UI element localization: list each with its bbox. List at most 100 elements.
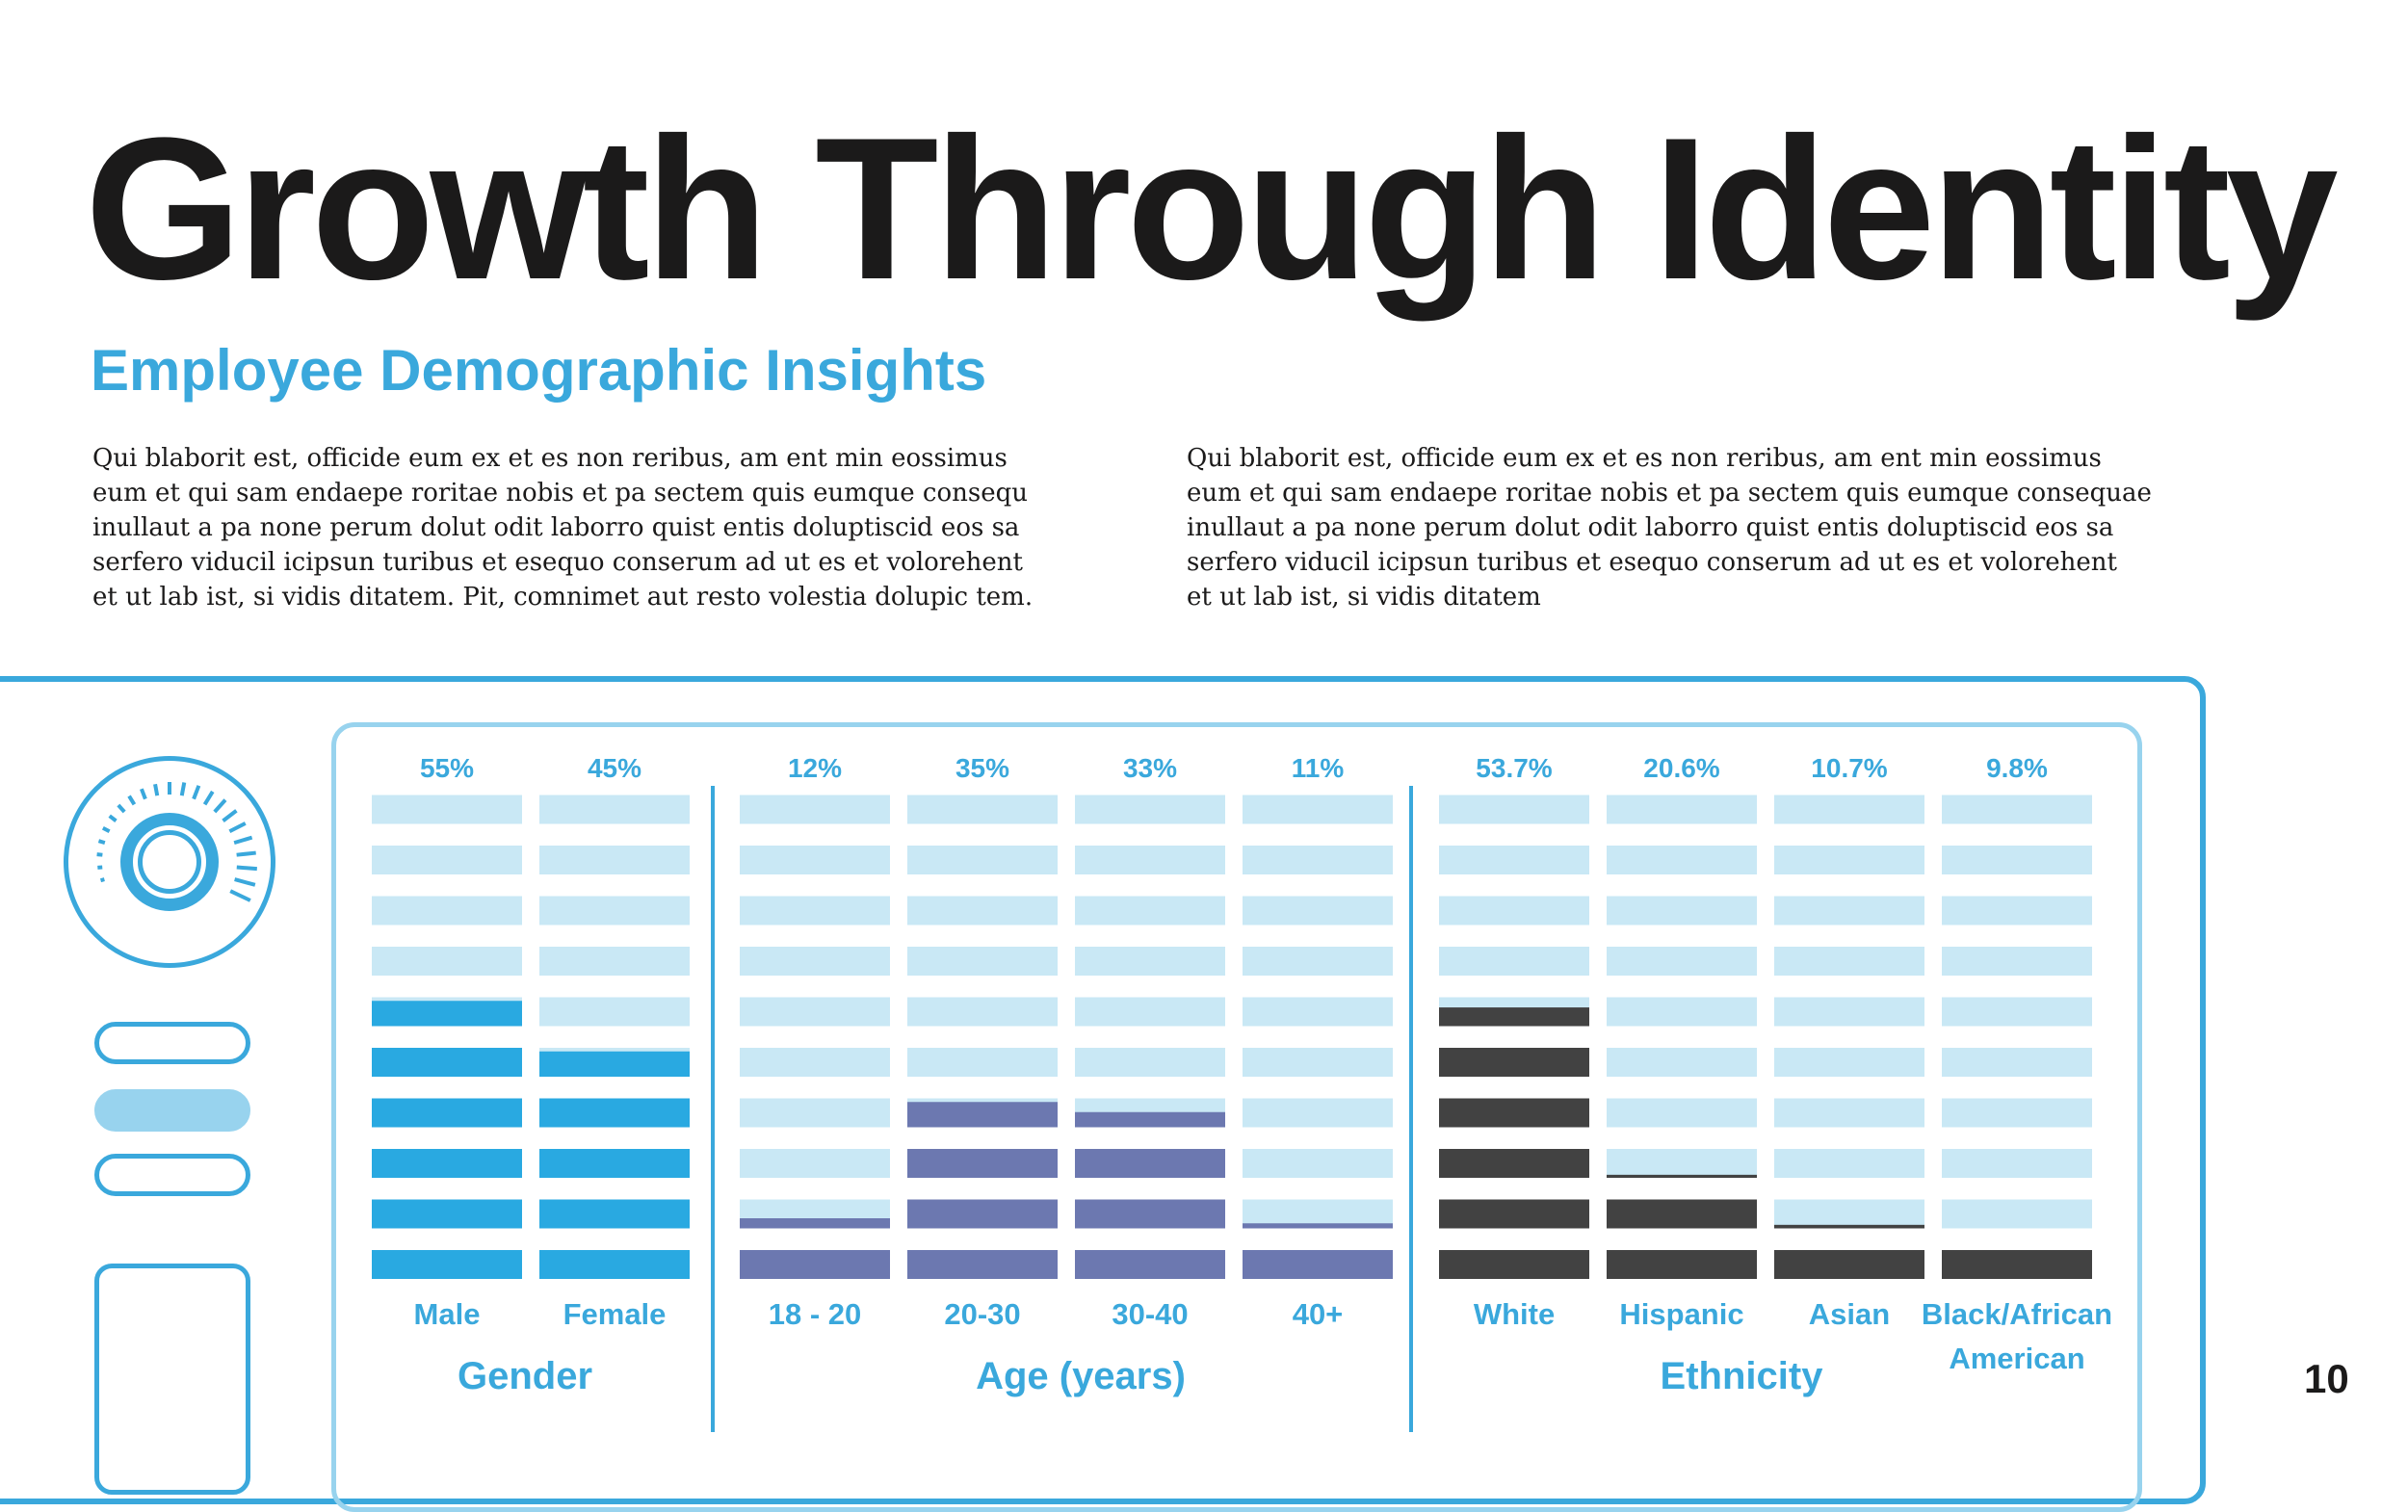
bar-male-fill xyxy=(372,1001,522,1026)
bar-20-30-fill xyxy=(907,1102,1058,1127)
bar-track-segment xyxy=(1774,1099,1924,1128)
bar-track-segment xyxy=(539,846,690,874)
bar-female-fill xyxy=(539,1200,690,1229)
bar-track-segment xyxy=(1243,947,1393,976)
bar-track-segment xyxy=(1243,897,1393,925)
bar-30-40-fill xyxy=(1075,1250,1225,1279)
bar-track-segment xyxy=(1075,947,1225,976)
bar-track-segment xyxy=(1774,795,1924,824)
bar-track-segment xyxy=(1942,846,2092,874)
bar-30-40-fill xyxy=(1075,1149,1225,1178)
bar-white-fill xyxy=(1439,1048,1589,1077)
bar-white-fill xyxy=(1439,1149,1589,1178)
bar-track-segment xyxy=(907,1048,1058,1077)
category-label-18-20: 18 - 20 xyxy=(769,1297,862,1331)
bar-track-segment xyxy=(1075,846,1225,874)
bar-40-fill xyxy=(1243,1223,1393,1228)
bar-20-30-fill xyxy=(907,1250,1058,1279)
bar-male-fill xyxy=(372,1250,522,1279)
bar-track-segment xyxy=(740,947,890,976)
bar-track-segment xyxy=(1075,897,1225,925)
bar-track-segment xyxy=(372,795,522,824)
bar-track-segment xyxy=(1774,1149,1924,1178)
bar-track-segment xyxy=(1439,897,1589,925)
bar-track-segment xyxy=(907,998,1058,1027)
bar-track-segment xyxy=(1607,1149,1757,1178)
bar-track-segment xyxy=(1942,1099,2092,1128)
data-label-20-30: 35% xyxy=(955,753,1009,783)
bar-track-segment xyxy=(1243,846,1393,874)
data-label-30-40: 33% xyxy=(1123,753,1177,783)
data-label-18-20: 12% xyxy=(788,753,842,783)
bar-white-fill xyxy=(1439,1099,1589,1128)
bar-hispanic-fill xyxy=(1607,1250,1757,1279)
bar-track-segment xyxy=(539,897,690,925)
category-label-hispanic: Hispanic xyxy=(1619,1297,1743,1331)
bar-male-fill xyxy=(372,1099,522,1128)
bar-female-fill xyxy=(539,1099,690,1128)
bar-track-segment xyxy=(1439,947,1589,976)
data-label-asian: 10.7% xyxy=(1811,753,1887,783)
bar-track-segment xyxy=(1243,998,1393,1027)
bar-track-segment xyxy=(1607,1099,1757,1128)
bar-track-segment xyxy=(740,1099,890,1128)
bar-male-fill xyxy=(372,1149,522,1178)
bar-track-segment xyxy=(1439,846,1589,874)
bar-18-20-fill xyxy=(740,1218,890,1229)
bar-track-segment xyxy=(1243,1048,1393,1077)
bar-track-segment xyxy=(740,846,890,874)
bar-track-segment xyxy=(1774,947,1924,976)
bar-track-segment xyxy=(1942,1200,2092,1229)
bar-track-segment xyxy=(907,795,1058,824)
category-label-30-40: 30-40 xyxy=(1112,1297,1188,1331)
bar-track-segment xyxy=(1607,795,1757,824)
page-number: 10 xyxy=(2304,1356,2349,1402)
bar-track-segment xyxy=(1607,947,1757,976)
bar-track-segment xyxy=(907,897,1058,925)
bar-track-segment xyxy=(1607,998,1757,1027)
bar-track-segment xyxy=(1942,998,2092,1027)
group-label-gender: Gender xyxy=(458,1355,592,1397)
bar-track-segment xyxy=(1774,897,1924,925)
bar-track-segment xyxy=(372,897,522,925)
bar-track-segment xyxy=(1075,1048,1225,1077)
bar-track-segment xyxy=(1942,795,2092,824)
category-label-black-african-american-line2: American xyxy=(1949,1342,2084,1375)
bar-track-segment xyxy=(1607,897,1757,925)
bar-track-segment xyxy=(1075,998,1225,1027)
bar-track-segment xyxy=(740,1149,890,1178)
category-label-male: Male xyxy=(414,1297,481,1331)
category-label-asian: Asian xyxy=(1809,1297,1890,1331)
bar-track-segment xyxy=(907,846,1058,874)
bar-30-40-fill xyxy=(1075,1200,1225,1229)
bar-20-30-fill xyxy=(907,1149,1058,1178)
data-label-black-african-american: 9.8% xyxy=(1986,753,2048,783)
bar-track-segment xyxy=(1942,947,2092,976)
bar-white-fill xyxy=(1439,1007,1589,1026)
bar-track-segment xyxy=(372,947,522,976)
group-label-ethnicity: Ethnicity xyxy=(1661,1355,1824,1397)
category-label-40: 40+ xyxy=(1293,1297,1344,1331)
bar-track-segment xyxy=(1243,1149,1393,1178)
data-label-female: 45% xyxy=(588,753,641,783)
bar-male-fill xyxy=(372,1048,522,1077)
data-label-male: 55% xyxy=(420,753,474,783)
bar-track-segment xyxy=(740,1048,890,1077)
data-label-hispanic: 20.6% xyxy=(1643,753,1719,783)
bar-track-segment xyxy=(1774,1200,1924,1229)
category-label-white: White xyxy=(1474,1297,1555,1331)
bar-black-african-american-fill xyxy=(1942,1250,2092,1279)
bar-track-segment xyxy=(1243,1099,1393,1128)
bar-white-fill xyxy=(1439,1250,1589,1279)
bar-white-fill xyxy=(1439,1200,1589,1229)
bar-track-segment xyxy=(372,846,522,874)
bar-track-segment xyxy=(740,795,890,824)
bar-female-fill xyxy=(539,1250,690,1279)
bar-track-segment xyxy=(1243,795,1393,824)
bar-hispanic-fill xyxy=(1607,1200,1757,1229)
category-label-black-african-american: Black/African xyxy=(1922,1297,2112,1331)
bar-male-fill xyxy=(372,1200,522,1229)
bar-track-segment xyxy=(539,998,690,1027)
bar-female-fill xyxy=(539,1052,690,1077)
